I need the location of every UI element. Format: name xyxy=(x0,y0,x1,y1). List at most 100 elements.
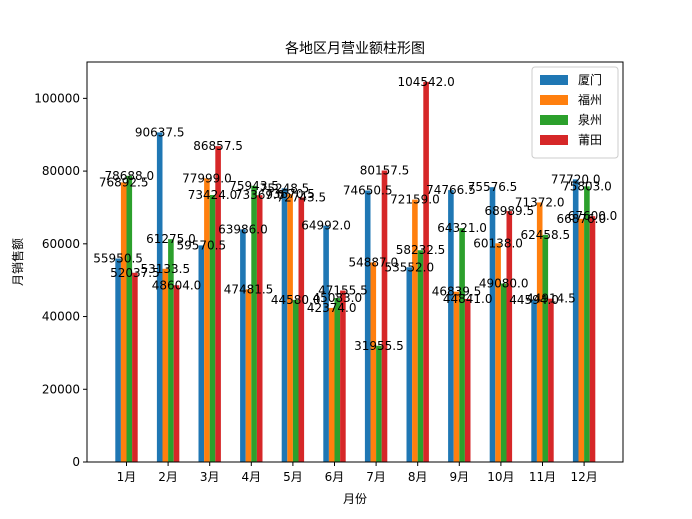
bar xyxy=(548,298,554,462)
bar xyxy=(298,197,305,462)
bar xyxy=(132,272,138,462)
x-axis-label: 月份 xyxy=(343,492,367,506)
bar xyxy=(448,190,454,462)
legend-entry: 厦门 xyxy=(578,72,602,87)
bar xyxy=(584,186,590,462)
bar-value-label: 58232.5 xyxy=(396,243,446,257)
chart-title: 各地区月营业额柱形图 xyxy=(285,41,425,57)
bar-value-label: 46839.5 xyxy=(432,285,482,299)
x-tick-label: 7月 xyxy=(366,470,386,484)
legend-entry: 泉州 xyxy=(578,113,602,127)
bar xyxy=(162,268,169,462)
bar-value-label: 75248.5 xyxy=(260,181,310,195)
y-tick-label: 40000 xyxy=(42,310,80,324)
bar-value-label: 52037.5 xyxy=(110,266,160,280)
bar xyxy=(340,290,346,462)
bar xyxy=(287,194,293,462)
x-tick-label: 1月 xyxy=(117,470,137,484)
bar-labels: 55950.5 90637.5 59570.5 63986.0 75248.5 64992… xyxy=(93,75,617,353)
x-tick-label: 10月 xyxy=(487,470,514,484)
bar-value-label: 54887.0 xyxy=(348,255,398,269)
bar xyxy=(120,182,127,462)
bar xyxy=(173,285,180,462)
bar-value-label: 74766.5 xyxy=(426,183,476,197)
y-tick-label: 80000 xyxy=(42,164,80,178)
x-tick-label: 8月 xyxy=(408,470,428,484)
bar-value-label: 49080.0 xyxy=(479,277,529,291)
x-tick-label: 12月 xyxy=(570,470,597,484)
bar-value-label: 48604.0 xyxy=(152,278,202,292)
y-tick-label: 0 xyxy=(72,455,80,469)
bar-value-label: 77999.0 xyxy=(182,171,232,185)
bar xyxy=(215,146,221,462)
bar xyxy=(489,187,496,462)
bar-value-label: 47155.5 xyxy=(318,284,368,298)
plot-frame xyxy=(86,61,624,463)
bar xyxy=(370,262,377,462)
bar-value-label: 75803.0 xyxy=(562,179,612,193)
legend-swatch xyxy=(540,75,568,85)
bar xyxy=(506,211,513,462)
bar-value-label: 31955.5 xyxy=(354,339,404,353)
bar-value-label: 77720.0 xyxy=(551,172,601,186)
bar-value-label: 55950.5 xyxy=(93,252,143,266)
bar-value-label: 72159.0 xyxy=(390,193,440,207)
plot-area xyxy=(115,81,596,463)
bar-value-label: 45083.0 xyxy=(312,291,362,305)
bar-value-label: 44841.0 xyxy=(443,292,493,306)
legend-entry: 莆田 xyxy=(578,133,602,147)
bar xyxy=(376,345,382,462)
bar xyxy=(464,298,471,462)
bar xyxy=(364,190,371,462)
x-axis: 1月 2月 3月 4月 5月 6月 7月 8月 9月 10月 11月 12月 xyxy=(117,462,598,484)
bar-value-label: 64992.0 xyxy=(301,219,351,233)
bar xyxy=(328,307,335,462)
bar-value-label: 60138.0 xyxy=(473,236,523,250)
bar xyxy=(417,250,424,462)
bar-value-label: 90637.5 xyxy=(135,125,185,139)
bar xyxy=(256,195,263,462)
bar-value-label: 44914.5 xyxy=(526,292,576,306)
bar xyxy=(156,132,163,462)
bar xyxy=(423,81,429,462)
bar-value-label: 42374.0 xyxy=(307,301,357,315)
bar-value-label: 78688.0 xyxy=(104,169,154,183)
bar xyxy=(115,258,121,462)
bar xyxy=(168,239,174,462)
bar-value-label: 67600.0 xyxy=(568,209,618,223)
bar xyxy=(334,298,341,462)
bar-value-label: 73424.0 xyxy=(188,188,238,202)
y-axis-label: 月销售额 xyxy=(10,238,25,286)
bar-value-label: 66876.0 xyxy=(556,212,606,226)
bar-value-label: 62458.5 xyxy=(520,228,570,242)
bar xyxy=(251,185,257,463)
y-tick-label: 20000 xyxy=(42,382,80,396)
bar xyxy=(495,243,501,462)
bar-value-label: 76892.5 xyxy=(99,175,149,189)
legend-swatch xyxy=(540,135,568,145)
bar xyxy=(240,229,246,462)
bar xyxy=(531,299,537,462)
legend-swatch xyxy=(540,115,568,125)
bar-value-label: 44580.0 xyxy=(271,293,321,307)
bar xyxy=(412,199,418,462)
bar-value-label: 80157.5 xyxy=(360,164,410,178)
bar-value-label: 75576.5 xyxy=(468,180,518,194)
bar-value-label: 59570.5 xyxy=(176,238,226,252)
x-tick-label: 11月 xyxy=(529,470,556,484)
x-tick-label: 6月 xyxy=(325,470,345,484)
bar xyxy=(536,202,543,462)
x-tick-label: 3月 xyxy=(200,470,220,484)
bar-value-label: 74650.5 xyxy=(343,184,393,198)
bar-value-label: 68989.5 xyxy=(484,204,534,218)
x-tick-label: 2月 xyxy=(158,470,178,484)
y-axis: 0 20000 40000 60000 80000 100000 xyxy=(34,91,87,469)
bar xyxy=(542,234,549,462)
y-tick-label: 100000 xyxy=(34,91,80,105)
bar-value-label: 73369.0 xyxy=(235,188,285,202)
bar-value-label: 75943.5 xyxy=(229,179,279,193)
bar-value-label: 86857.5 xyxy=(193,139,243,153)
x-tick-label: 9月 xyxy=(449,470,469,484)
